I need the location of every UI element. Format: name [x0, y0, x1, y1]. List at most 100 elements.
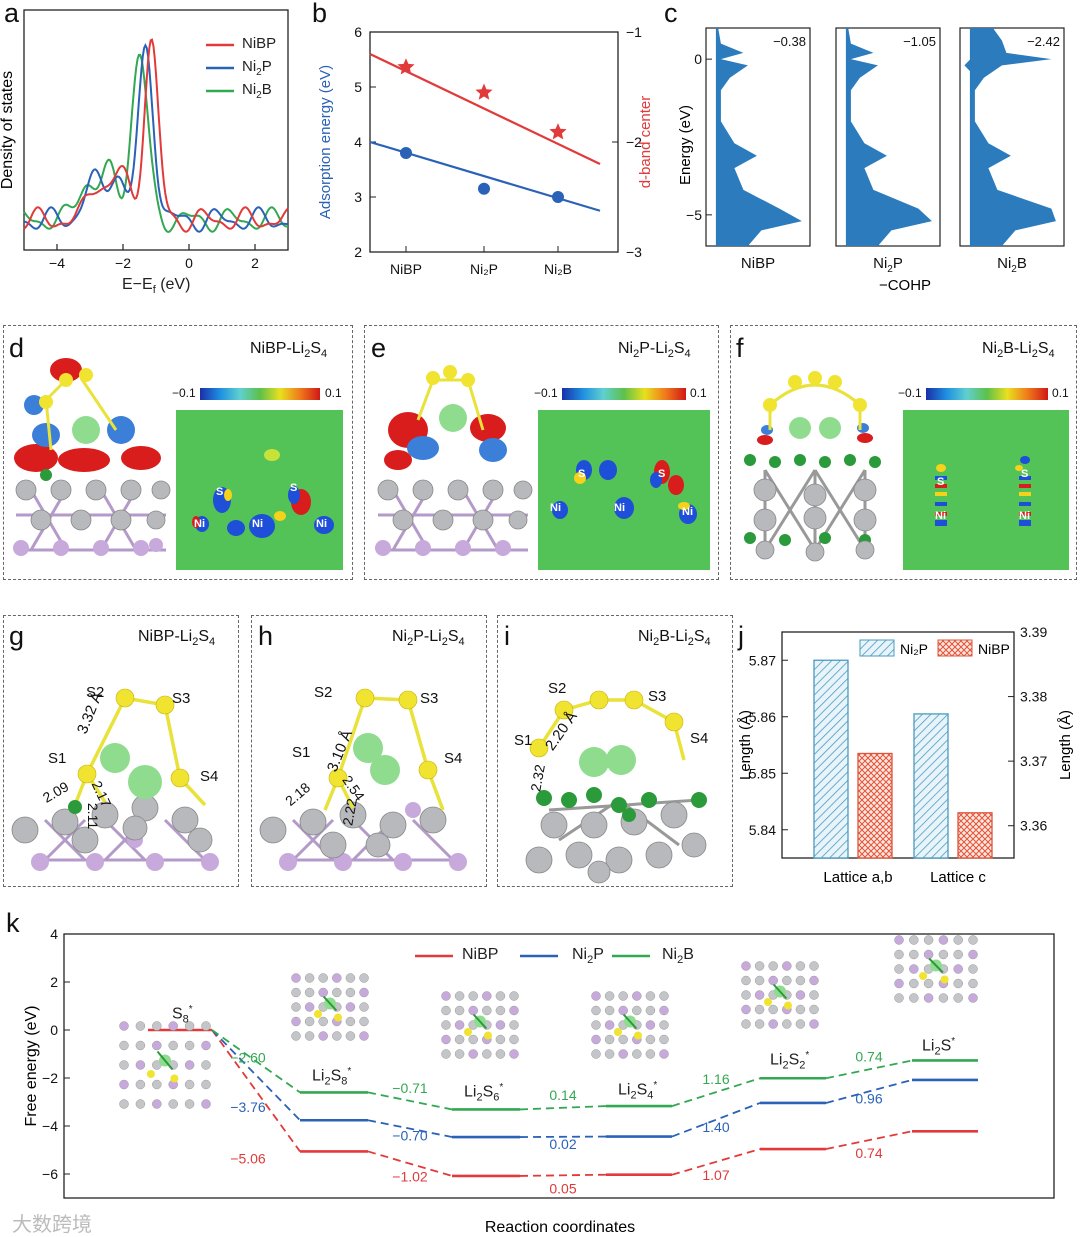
dos-xlabel: E−Ef (eV): [122, 276, 190, 296]
fe-structure-thumbnail: [592, 992, 669, 1059]
fe-step-label: −5.06: [230, 1150, 266, 1166]
state-label-li2s4: Li2S4*: [618, 1080, 657, 1102]
dos-legend-ni2p: Ni2P: [242, 58, 272, 78]
dband-ytick-right-label: −1: [626, 24, 642, 40]
g-atom-s3: S3: [172, 690, 190, 707]
fe-connector: [520, 1106, 606, 1109]
fe-ytick-label: 4: [50, 926, 58, 942]
cohp-subplot-label: Ni2B: [997, 255, 1027, 275]
dos-legend-ni2b: Ni2B: [242, 81, 272, 101]
dos-legend-nibp: NiBP: [242, 35, 276, 52]
fe-ytick-label: 0: [50, 1022, 58, 1038]
fe-step-label: 0.96: [855, 1090, 882, 1106]
fe-step-label: 1.07: [702, 1167, 729, 1183]
fe-ytick-label: −6: [42, 1166, 58, 1182]
fe-structure-thumbnail: [120, 1022, 211, 1109]
fe-step-label: −0.70: [392, 1128, 428, 1144]
cohp-ylabel: Energy (eV): [677, 105, 694, 185]
fe-structure-thumbnail: [895, 936, 978, 1003]
dband-ytick-left-label: 3: [354, 189, 362, 205]
dband-ylabel-left: Adsorption energy (eV): [317, 65, 334, 219]
panel-label-i: i: [504, 621, 510, 652]
cohp-ytick-label: −5: [686, 207, 702, 223]
fe-ytick-label: −4: [42, 1118, 58, 1134]
fe-step-label: −1.02: [392, 1169, 428, 1185]
colorbar-d-max: 0.1: [325, 386, 342, 400]
cohp-icohp-value: −1.05: [903, 34, 936, 49]
k-legend-ni2b: Ni2B: [662, 946, 694, 966]
cohp-curve: [716, 28, 802, 246]
fe-ytick-label: −2: [42, 1070, 58, 1086]
lattice-ytick-right-label: 3.37: [1020, 753, 1047, 769]
i-atom-s3: S3: [648, 688, 666, 705]
colorbar-f: [926, 388, 1048, 400]
cohp-icohp-value: −0.38: [773, 34, 806, 49]
dband-point-adsorption: [478, 183, 490, 195]
dband-point-adsorption: [400, 147, 412, 159]
panel-f-title: Ni2B-Li2S4: [982, 340, 1055, 360]
dband-ylabel-right: d-band center: [637, 96, 654, 189]
dos-ylabel: Density of states: [0, 71, 16, 189]
fe-xlabel: Reaction coordinates: [485, 1219, 635, 1236]
lattice-legend-swatch-nibp: [938, 640, 972, 656]
cohp-ytick-label: 0: [694, 51, 702, 67]
k-legend-nibp: NiBP: [462, 946, 498, 964]
structure-h: [253, 650, 485, 886]
fe-structure-thumbnail: [442, 992, 519, 1059]
lattice-bar: [858, 753, 892, 858]
lattice-ytick-left-label: 5.84: [749, 822, 776, 838]
dband-xtick-label: NiBP: [390, 261, 422, 277]
cohp-subplot-label: NiBP: [741, 255, 775, 272]
panel-label-h: h: [258, 621, 273, 652]
h-atom-s4: S4: [444, 750, 462, 767]
colorbar-f-max: 0.1: [1052, 386, 1069, 400]
cohp-icohp-value: −2.42: [1027, 34, 1060, 49]
charge-density-map-d: S S Ni Ni Ni: [176, 410, 343, 570]
fe-step-label: −2.60: [230, 1049, 266, 1065]
fe-step-label: 0.14: [549, 1087, 576, 1103]
cohp-curve-neg: [964, 59, 970, 71]
fe-step-label: −0.71: [392, 1080, 428, 1096]
lattice-bar: [814, 660, 848, 858]
dband-ytick-left-label: 6: [354, 24, 362, 40]
g-atom-s1: S1: [48, 750, 66, 767]
fe-ylabel: Free energy (eV): [23, 1006, 40, 1127]
panel-label-g: g: [9, 621, 24, 652]
dband-xtick-label: Ni₂P: [470, 261, 498, 277]
state-label-li2s6: Li2S6*: [464, 1082, 503, 1104]
structure-f: [735, 360, 905, 578]
dband-xtick-label: Ni₂B: [544, 261, 572, 277]
lattice-bar: [958, 813, 992, 858]
lattice-ytick-right-label: 3.39: [1020, 624, 1047, 640]
k-legend-ni2p: Ni2P: [572, 946, 604, 966]
dband-ytick-left-label: 4: [354, 134, 362, 150]
panel-e-title: Ni2P-Li2S4: [618, 340, 691, 360]
dband-point-dband: [475, 84, 492, 100]
fe-connector: [520, 1175, 606, 1176]
lattice-ytick-left-label: 5.87: [749, 652, 776, 668]
state-label-li2s: Li2S*: [922, 1036, 955, 1058]
panel-i-title: Ni2B-Li2S4: [638, 628, 711, 648]
lattice-ytick-right-label: 3.36: [1020, 818, 1047, 834]
fe-structure-thumbnail: [742, 962, 819, 1029]
dos-xtick-label: 0: [185, 255, 193, 271]
cohp-curve: [846, 28, 932, 246]
panel-g-title: NiBP-Li2S4: [138, 628, 215, 648]
fe-step-label: 1.40: [702, 1119, 729, 1135]
dband-ytick-right-label: −3: [626, 244, 642, 260]
dband-ytick-left-label: 5: [354, 79, 362, 95]
charge-density-map-f: S S Ni Ni: [903, 410, 1069, 570]
lattice-bar: [914, 714, 948, 858]
dband-point-adsorption: [552, 191, 564, 203]
fe-step-label: −3.76: [230, 1099, 266, 1115]
watermark: 大数跨境: [12, 1208, 92, 1237]
lattice-legend-nibp: NiBP: [978, 641, 1010, 657]
colorbar-d: [200, 388, 320, 400]
fe-connector: [212, 1030, 300, 1151]
fe-step-label: 0.02: [549, 1136, 576, 1152]
state-label-s8: S8*: [172, 1004, 193, 1026]
state-label-li2s8: Li2S8*: [312, 1066, 351, 1088]
